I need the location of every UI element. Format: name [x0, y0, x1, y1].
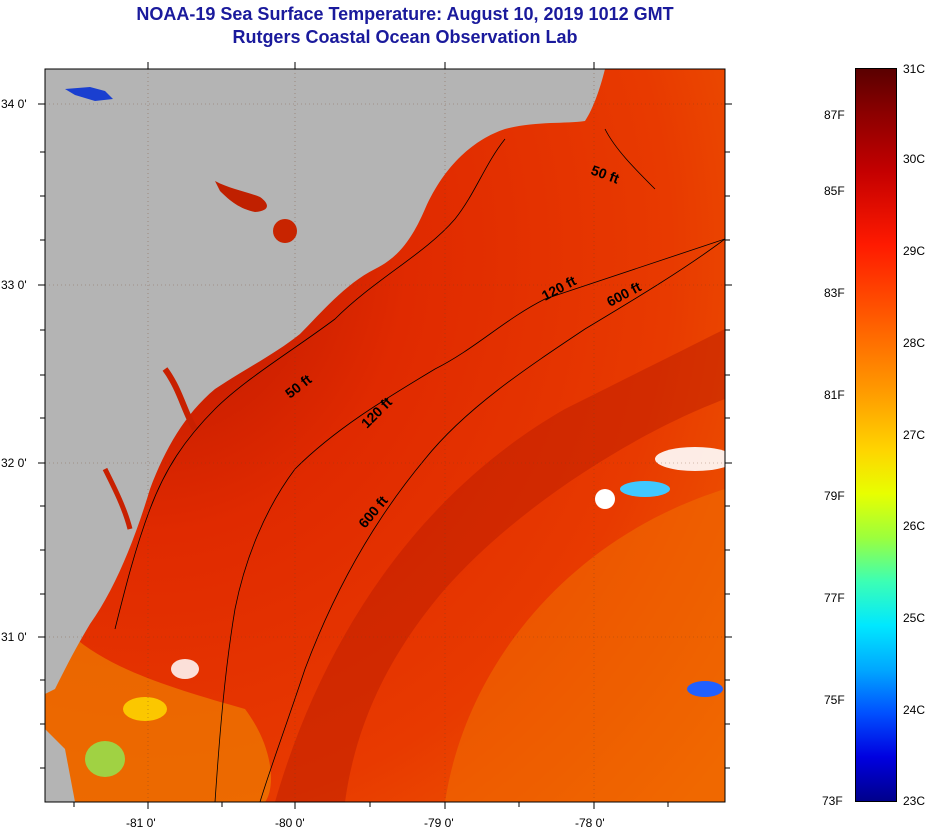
colorbar-c-28: 28C — [903, 336, 926, 350]
lat-label-32: 32 0' — [1, 456, 27, 470]
colorbar-f-87: 87F — [824, 108, 845, 122]
lat-label-31: 31 0' — [1, 630, 27, 644]
lake-north — [65, 87, 113, 101]
lon-label-79: -79 0' — [424, 816, 454, 830]
warm-band — [275, 329, 725, 802]
colorbar — [855, 68, 897, 802]
lon-label-80: -80 0' — [275, 816, 305, 830]
cool-patches — [85, 447, 725, 777]
colorbar-c-25: 25C — [903, 611, 926, 625]
colorbar-c-31: 31C — [903, 62, 926, 76]
colorbar-c-30: 30C — [903, 152, 926, 166]
colorbar-c-29: 29C — [903, 244, 926, 258]
lake-marion — [215, 181, 267, 212]
contour-50ft — [114, 128, 656, 630]
colorbar-f-77: 77F — [824, 591, 845, 605]
colorbar-c-26: 26C — [903, 519, 926, 533]
lon-label-78: -78 0' — [575, 816, 605, 830]
page-title: NOAA-19 Sea Surface Temperature: August … — [136, 4, 674, 24]
colorbar-f-83: 83F — [824, 286, 845, 300]
mild-region — [445, 489, 725, 802]
estuary — [162, 367, 198, 431]
contour-600ft — [259, 238, 725, 802]
lake-moultrie — [273, 219, 297, 243]
lat-label-34: 34 0' — [1, 97, 27, 111]
colorbar-f-73: 73F — [822, 794, 843, 808]
graticule — [45, 69, 725, 802]
colorbar-f-85: 85F — [824, 184, 845, 198]
colorbar-c-24: 24C — [903, 703, 926, 717]
lat-label-33: 33 0' — [1, 278, 27, 292]
estuary-2 — [102, 467, 133, 530]
colorbar-c-23: 23C — [903, 794, 926, 808]
page-subtitle: Rutgers Coastal Ocean Observation Lab — [232, 27, 578, 47]
colorbar-f-81: 81F — [824, 388, 845, 402]
colorbar-f-79: 79F — [824, 489, 845, 503]
sst-map: 50 ft 120 ft 600 ft 50 ft 120 ft 600 ft — [45, 69, 725, 802]
colorbar-f-75: 75F — [824, 693, 845, 707]
lon-label-81: -81 0' — [126, 816, 156, 830]
land-area-south — [45, 729, 75, 802]
contour-120ft — [214, 238, 725, 802]
colorbar-c-27: 27C — [903, 428, 926, 442]
land-area — [45, 69, 605, 694]
